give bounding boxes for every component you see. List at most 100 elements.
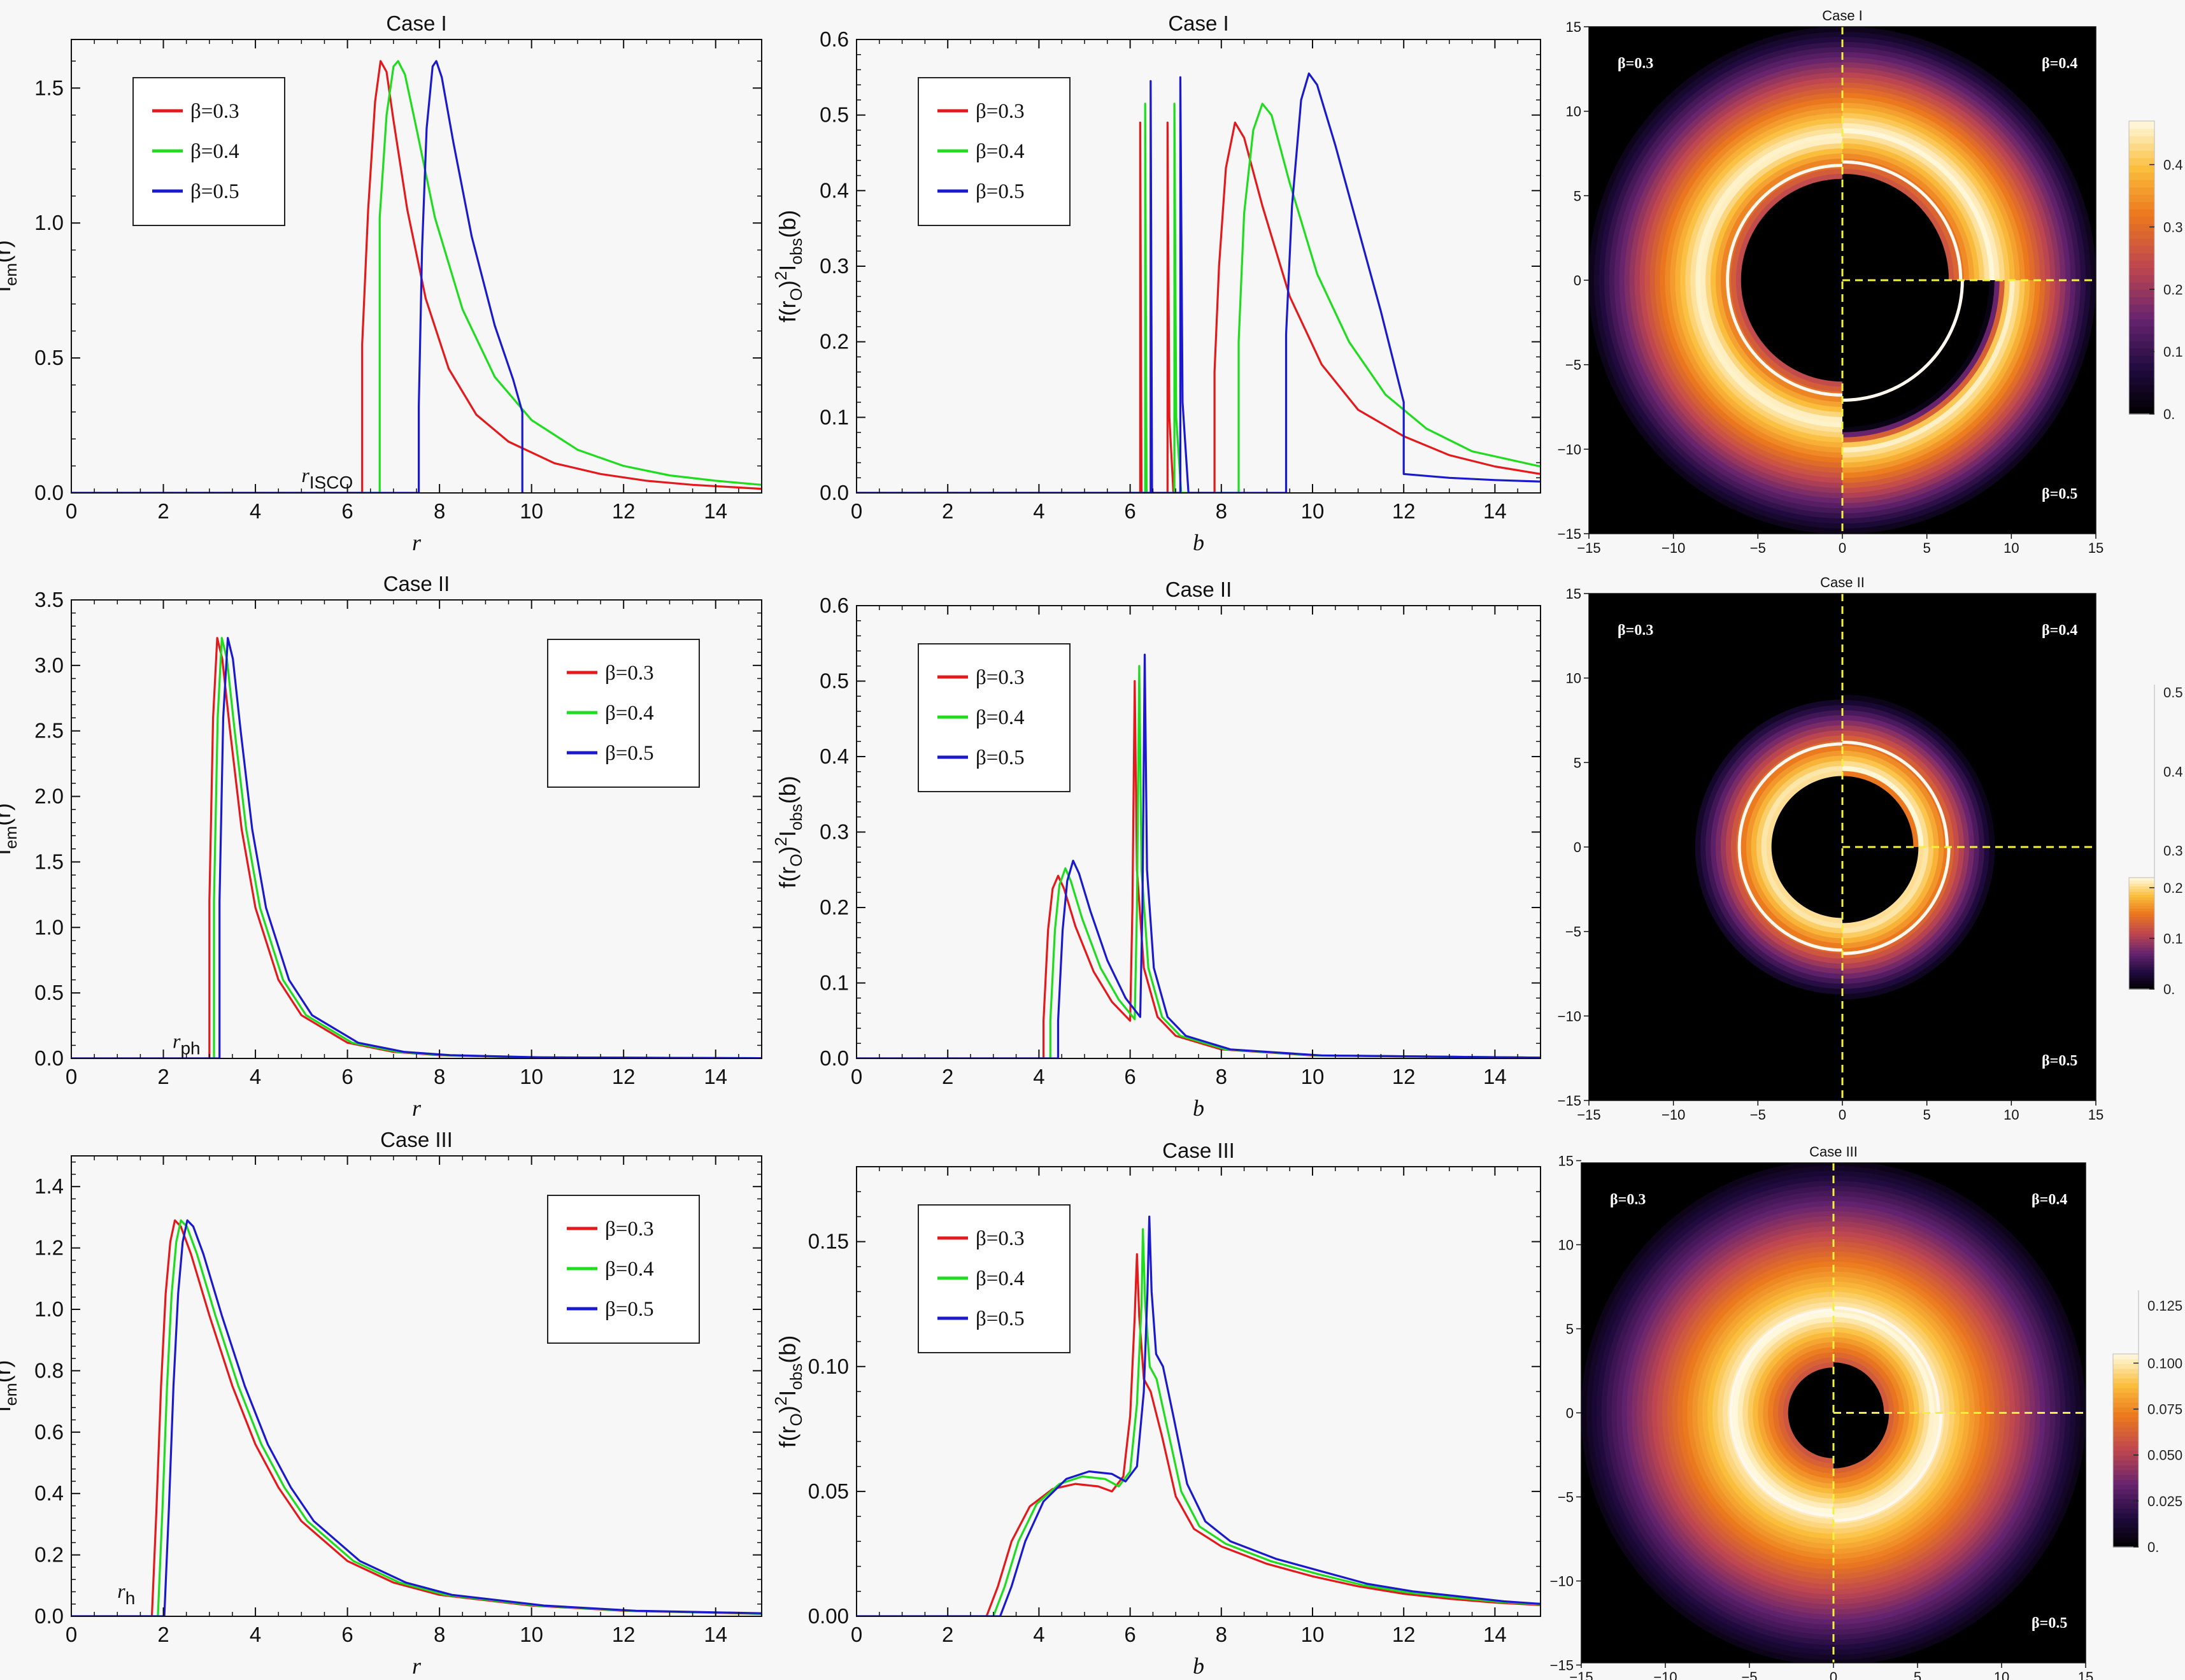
colorbar-cell [2129, 385, 2154, 393]
x-tick-label: 0 [851, 1065, 862, 1088]
series-line-beta-05 [71, 1219, 762, 1616]
chart-title: Case II [1165, 578, 1232, 601]
colorbar-cell [2129, 128, 2154, 136]
legend-label: β=0.4 [605, 1258, 654, 1281]
x-tick-label: 5 [1923, 540, 1931, 556]
beta-label-bottom-right: β=0.5 [2042, 486, 2077, 502]
colorbar-cell [2113, 1508, 2139, 1514]
y-label-part: I [0, 849, 15, 855]
x-tick-label: 0 [1830, 1669, 1837, 1680]
colorbar-tick-label: 0.1 [2163, 344, 2183, 360]
y-tick-label: 0.6 [34, 1420, 64, 1444]
x-tick-label: 0 [66, 1065, 77, 1088]
x-tick-label: 12 [612, 1623, 636, 1646]
series-line-beta-03 [857, 1253, 1541, 1616]
ring-band [1833, 1337, 1910, 1413]
colorbar-tick-label: 0.5 [2163, 685, 2183, 701]
x-tick-label: −10 [1662, 1107, 1685, 1123]
legend: β=0.3 β=0.4 β=0.5 [132, 77, 285, 226]
annotation-main: r [301, 464, 310, 487]
y-tick-label: 5 [1574, 755, 1581, 771]
legend-label: β=0.5 [976, 746, 1025, 769]
colorbar-cell [2129, 355, 2154, 364]
legend-label: β=0.3 [605, 662, 654, 685]
photon-ring [1738, 742, 1843, 952]
series-line-beta-05 [71, 60, 523, 493]
series-group [71, 1219, 762, 1616]
colorbar-cell [2129, 950, 2154, 953]
panel-title: Case II [1820, 574, 1865, 590]
colorbar-cell [2129, 969, 2154, 973]
colorbar-cell [2113, 1542, 2139, 1548]
y-label-part: (r) [0, 803, 15, 826]
photon-ring [1833, 1413, 1943, 1522]
ring-band [1833, 1342, 1905, 1413]
photon-ring [1842, 280, 1964, 402]
y-label-sub: O [786, 1413, 806, 1426]
colorbar-cell [2129, 980, 2154, 985]
colorbar-cell [2129, 370, 2154, 378]
colorbar-cell [2129, 399, 2154, 408]
x-tick-label: 14 [704, 499, 727, 523]
x-tick-label: −15 [1569, 1669, 1593, 1680]
colorbar-cell [2113, 1479, 2139, 1485]
colorbar-cell [2129, 947, 2154, 951]
y-tick-label: 1.2 [34, 1236, 64, 1260]
colorbar-cell [2129, 894, 2154, 898]
colorbar: 0. 0.1 0.2 0.3 0.4 [2128, 120, 2183, 422]
y-tick-label: 0.4 [34, 1481, 64, 1505]
ring-band [1842, 771, 1919, 847]
colorbar-cell [2129, 908, 2154, 912]
colorbar-cell [2113, 1474, 2139, 1480]
photon-ring [1842, 846, 1951, 955]
ring-band [1842, 755, 1934, 847]
colorbar-cell [2113, 1523, 2139, 1528]
x-tick-label: 5 [1914, 1669, 1921, 1680]
x-tick-label: 6 [341, 1065, 353, 1088]
colorbar-tick-label: 0.075 [2147, 1402, 2182, 1418]
colorbar-tick-label: 0. [2163, 406, 2175, 422]
colorbar-cell [2129, 972, 2154, 976]
photon-ring [1842, 160, 1963, 281]
chart-title: Case III [380, 1128, 453, 1151]
colorbar-tick-label: 0.100 [2147, 1355, 2182, 1371]
x-tick-label: 8 [434, 1623, 445, 1646]
y-label-part: f(r [774, 867, 801, 888]
x-tick-label: 15 [2088, 540, 2103, 556]
colorbar-cell [2113, 1368, 2139, 1374]
colorbar-cell [2129, 886, 2154, 890]
colorbar-cell [2129, 121, 2154, 129]
series-group [857, 1215, 1541, 1616]
legend-label: β=0.5 [976, 1307, 1025, 1330]
colorbar-cell [2129, 180, 2154, 188]
x-axis-label: r [412, 1095, 422, 1121]
y-tick-label: 0.6 [820, 27, 849, 51]
y-label-part: I [0, 286, 15, 292]
x-tick-label: 12 [1392, 499, 1416, 523]
colorbar-cell [2129, 900, 2154, 904]
colorbar-cell [2129, 927, 2154, 931]
panel-title: Case I [1822, 8, 1863, 24]
colorbar-cell [2129, 961, 2154, 965]
x-tick-label: 6 [341, 1623, 353, 1646]
y-tick-label: 1.5 [34, 76, 64, 99]
photon-ring [1833, 1306, 1940, 1413]
colorbar-cell [2129, 983, 2154, 987]
y-tick-label: 0.5 [34, 346, 64, 369]
ring-band [1833, 1413, 1905, 1484]
x-tick-label: −10 [1662, 540, 1685, 556]
colorbar-cell [2113, 1421, 2139, 1427]
y-label-sub: obs [786, 804, 806, 830]
chart-obs_II: Case II 0 2 4 6 8 10 12 14 0.0 0.1 0.2 0.3 0.4 0.5 0.6 b… [771, 578, 1541, 1121]
annotation-sub: ph [180, 1039, 200, 1058]
colorbar-cell [2129, 955, 2154, 959]
colorbar-cell [2113, 1411, 2139, 1418]
x-tick-label: 14 [1483, 499, 1507, 523]
colorbar-tick-label: 0.4 [2163, 764, 2183, 779]
series-line-beta-05 [71, 637, 762, 1058]
x-tick-label: 4 [250, 1623, 261, 1646]
colorbar-cell [2113, 1489, 2139, 1495]
colorbar-cell [2129, 964, 2154, 967]
colorbar-cell [2129, 880, 2154, 884]
y-tick-label: 0.05 [808, 1479, 849, 1503]
